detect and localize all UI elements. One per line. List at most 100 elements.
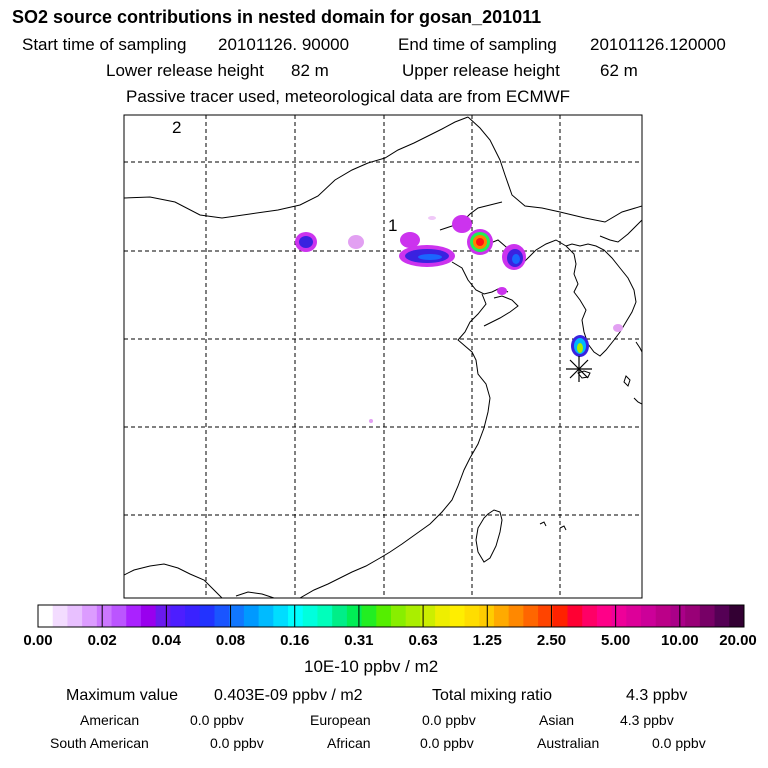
colorbar-swatch bbox=[567, 605, 583, 627]
colorbar-swatch bbox=[317, 605, 333, 627]
region-name: South American bbox=[50, 735, 149, 751]
total-mixing-value: 4.3 ppbv bbox=[626, 687, 688, 704]
plume-korea bbox=[571, 335, 589, 357]
lower-release-label: Lower release height bbox=[106, 61, 264, 80]
colorbar-swatch bbox=[626, 605, 642, 627]
colorbar-swatch bbox=[376, 605, 392, 627]
coastlines bbox=[124, 116, 642, 598]
region-value: 4.3 ppbv bbox=[620, 712, 674, 728]
colorbar-swatch bbox=[435, 605, 451, 627]
plume-south bbox=[497, 287, 507, 295]
page-title: SO2 source contributions in nested domai… bbox=[12, 7, 542, 27]
plume-layer bbox=[295, 215, 623, 423]
lower-release-value: 82 m bbox=[291, 61, 329, 80]
end-time-label: End time of sampling bbox=[398, 35, 557, 54]
colorbar-swatch bbox=[96, 605, 113, 627]
colorbar-swatch bbox=[729, 605, 745, 627]
colorbar-tick-label: 5.00 bbox=[601, 632, 631, 649]
colorbar-swatch bbox=[346, 605, 363, 627]
plume-east bbox=[502, 244, 526, 270]
map-frame bbox=[123, 114, 643, 599]
colorbar-swatch bbox=[273, 605, 289, 627]
colorbar-swatch bbox=[493, 605, 510, 627]
plume-dot bbox=[369, 419, 373, 423]
colorbar-swatch bbox=[288, 605, 304, 627]
region-name: American bbox=[80, 712, 140, 728]
colorbar-swatch bbox=[199, 605, 215, 627]
colorbar-swatch bbox=[126, 605, 142, 627]
receptor-star-icon bbox=[566, 356, 592, 382]
colorbar-swatch bbox=[67, 605, 83, 627]
region-value: 0.0 ppbv bbox=[422, 712, 476, 728]
colorbar-swatch bbox=[82, 605, 98, 627]
colorbar-tick-label: 0.63 bbox=[408, 632, 438, 649]
region-value: 0.0 ppbv bbox=[420, 735, 474, 751]
region-value: 0.0 ppbv bbox=[190, 712, 244, 728]
colorbar-swatch bbox=[52, 605, 68, 627]
plume-hotspot bbox=[467, 229, 493, 255]
colorbar-swatch bbox=[332, 605, 348, 627]
plume-speck bbox=[428, 216, 436, 220]
colorbar-swatch bbox=[140, 605, 157, 627]
colorbar-swatch bbox=[258, 605, 274, 627]
colorbar-swatch bbox=[552, 605, 568, 627]
colorbar-tick-label: 0.04 bbox=[151, 632, 181, 649]
colorbar-swatch bbox=[38, 605, 54, 627]
region-name: European bbox=[310, 712, 371, 728]
colorbar-swatch bbox=[405, 605, 421, 627]
colorbar-tick-label: 2.50 bbox=[536, 632, 567, 649]
source-label: 1 bbox=[388, 216, 397, 235]
start-time-value: 20101126. 90000 bbox=[218, 35, 350, 54]
colorbar-tick-label: 0.02 bbox=[87, 632, 117, 649]
end-time-value: 20101126.120000 bbox=[590, 35, 726, 54]
colorbar-swatch bbox=[596, 605, 613, 627]
region-value: 0.0 ppbv bbox=[652, 735, 706, 751]
colorbar-swatch bbox=[670, 605, 686, 627]
panel-number: 2 bbox=[172, 118, 181, 137]
start-time-label: Start time of sampling bbox=[22, 35, 187, 54]
colorbar-swatch bbox=[214, 605, 230, 627]
plume-central bbox=[399, 232, 455, 267]
tracer-note: Passive tracer used, meteorological data… bbox=[126, 87, 571, 106]
plume-faint bbox=[348, 235, 364, 249]
colorbar-tick-label: 0.00 bbox=[23, 632, 53, 649]
colorbar-swatch bbox=[302, 605, 318, 627]
colorbar-swatch bbox=[685, 605, 701, 627]
colorbar-swatch bbox=[229, 605, 245, 627]
region-name: Australian bbox=[537, 735, 600, 751]
max-value: 0.403E-09 ppbv / m2 bbox=[214, 687, 363, 704]
colorbar-swatch bbox=[611, 605, 627, 627]
colorbar-swatch bbox=[185, 605, 201, 627]
colorbar-swatch bbox=[170, 605, 186, 627]
colorbar-units: 10E-10 ppbv / m2 bbox=[304, 657, 439, 676]
colorbar-tick-label: 20.00 bbox=[719, 632, 757, 649]
colorbar-swatch bbox=[523, 605, 539, 627]
colorbar-swatch bbox=[699, 605, 716, 627]
colorbar-tick-label: 0.16 bbox=[280, 632, 310, 649]
colorbar-swatch bbox=[449, 605, 466, 627]
colorbar-tick-label: 0.08 bbox=[215, 632, 246, 649]
colorbar-swatch bbox=[655, 605, 671, 627]
plume-west bbox=[295, 232, 317, 252]
total-mixing-label: Total mixing ratio bbox=[432, 687, 553, 704]
colorbar-tick-label: 10.00 bbox=[661, 632, 699, 649]
region-name: African bbox=[327, 735, 371, 751]
colorbar-frame bbox=[37, 604, 745, 628]
colorbar-swatch bbox=[361, 605, 377, 627]
upper-release-value: 62 m bbox=[600, 61, 638, 80]
colorbar-swatch bbox=[508, 605, 524, 627]
colorbar-tick-label: 0.31 bbox=[344, 632, 374, 649]
colorbar bbox=[38, 605, 745, 627]
colorbar-swatch bbox=[420, 605, 436, 627]
colorbar-swatch bbox=[391, 605, 407, 627]
colorbar-swatch bbox=[111, 605, 127, 627]
colorbar-tick-label: 1.25 bbox=[472, 632, 502, 649]
colorbar-swatch bbox=[582, 605, 598, 627]
graticule bbox=[124, 115, 642, 598]
colorbar-swatch bbox=[464, 605, 480, 627]
region-value: 0.0 ppbv bbox=[210, 735, 264, 751]
colorbar-swatch bbox=[155, 605, 171, 627]
colorbar-swatch bbox=[538, 605, 554, 627]
plume-japan bbox=[613, 324, 623, 332]
